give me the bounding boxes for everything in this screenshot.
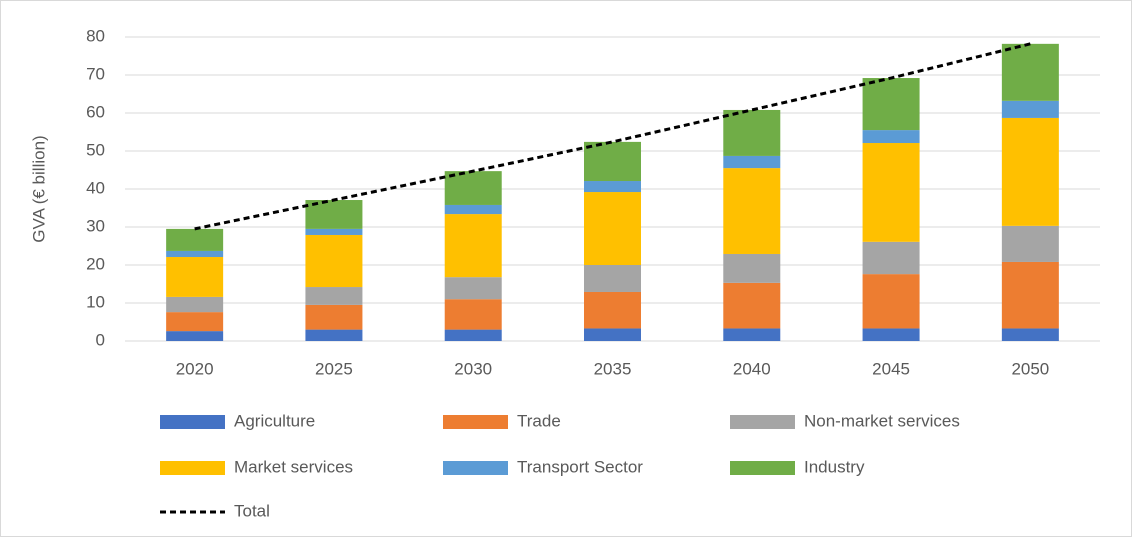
bar-segment — [723, 155, 781, 169]
bar-segment — [305, 228, 363, 235]
bar-segment — [305, 329, 363, 341]
bar-segment — [584, 141, 641, 182]
bar-segment — [862, 241, 920, 275]
bar-segment — [444, 277, 502, 300]
bar-segment — [1001, 43, 1059, 101]
y-tick-label: 50 — [86, 140, 105, 159]
y-tick-label: 20 — [86, 254, 105, 273]
bar-segment — [1001, 117, 1059, 226]
bar-segment — [862, 130, 920, 144]
bar-segment — [862, 143, 920, 242]
x-tick-label: 2020 — [176, 359, 214, 378]
bar-segment — [166, 331, 224, 341]
bar-segment — [444, 204, 502, 215]
bar-segment — [723, 168, 781, 254]
legend-swatch — [160, 415, 225, 429]
bar-segment — [305, 304, 363, 330]
bar-segment — [584, 265, 641, 292]
total-line — [194, 42, 1031, 231]
legend-label: Market services — [234, 457, 353, 476]
bar-segment — [584, 328, 641, 341]
y-tick-label: 0 — [96, 330, 105, 349]
bar-segment — [166, 296, 224, 313]
bar-segment — [584, 192, 641, 265]
bar-segment — [1001, 225, 1059, 262]
bar-segment — [444, 299, 502, 330]
legend-label: Trade — [517, 411, 561, 430]
bar-segment — [305, 287, 363, 305]
y-axis-label: GVA (€ billion) — [29, 135, 48, 242]
bar-segment — [166, 250, 224, 258]
bar-segment — [723, 253, 781, 283]
bar-segment — [862, 78, 920, 131]
legend-label: Agriculture — [234, 411, 315, 430]
legend-label: Transport Sector — [517, 457, 643, 476]
bar-segment — [305, 234, 363, 288]
bar-segment — [862, 328, 920, 341]
bar-segment — [166, 257, 224, 297]
x-tick-label: 2025 — [315, 359, 353, 378]
bar-segment — [862, 274, 920, 329]
x-tick-label: 2030 — [454, 359, 492, 378]
bar-segment — [1001, 100, 1059, 118]
y-tick-label: 30 — [86, 216, 105, 235]
x-tick-label: 2050 — [1011, 359, 1049, 378]
legend-swatch — [443, 461, 508, 475]
legend-swatch — [730, 415, 795, 429]
bar-segment — [1001, 261, 1059, 329]
y-tick-label: 60 — [86, 102, 105, 121]
legend-swatch — [443, 415, 508, 429]
x-tick-label: 2035 — [594, 359, 632, 378]
bar-segment — [166, 228, 224, 251]
bar-segment — [444, 171, 502, 205]
bar-segment — [166, 312, 224, 332]
x-tick-label: 2040 — [733, 359, 771, 378]
bar-segment — [1001, 328, 1059, 341]
bar-segment — [444, 329, 502, 341]
bar-segment — [584, 291, 641, 329]
legend-label: Total — [234, 501, 270, 520]
legend-label: Industry — [804, 457, 865, 476]
y-tick-label: 80 — [86, 26, 105, 45]
bar-segment — [723, 282, 781, 329]
bar-segment — [444, 214, 502, 278]
legend-label: Non-market services — [804, 411, 960, 430]
legend-swatch — [730, 461, 795, 475]
bar-segment — [723, 328, 781, 341]
bar-segment — [584, 181, 641, 193]
x-tick-label: 2045 — [872, 359, 910, 378]
y-tick-label: 70 — [86, 64, 105, 83]
y-tick-label: 10 — [86, 292, 105, 311]
y-tick-label: 40 — [86, 178, 105, 197]
legend-swatch — [160, 461, 225, 475]
bar-segment — [723, 109, 781, 156]
